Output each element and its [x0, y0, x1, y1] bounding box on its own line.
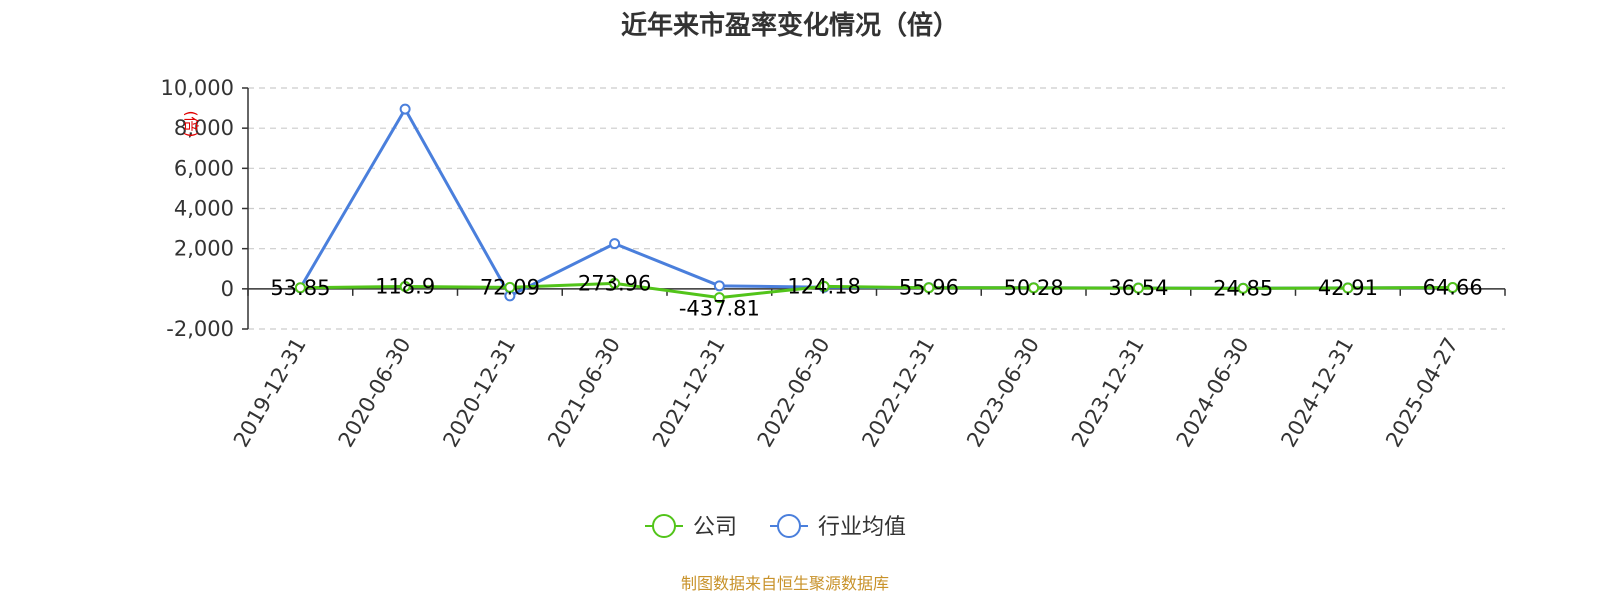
data-point[interactable]	[609, 277, 621, 289]
x-axis: 2019-12-31 2020-06-30 2020-12-31 2021-06-30…	[229, 288, 1506, 452]
legend-marker	[777, 514, 801, 538]
data-label: 24.85	[1213, 276, 1273, 300]
legend-item-0[interactable]: 公司	[645, 514, 737, 540]
x-tick-label: 2022-12-31	[857, 334, 939, 452]
data-labels: 53.85 118.9 72.09 273.96 -437.81 124.18 55.96 5…	[270, 271, 1482, 320]
data-point[interactable]	[1132, 282, 1144, 294]
data-label: 50.28	[1004, 276, 1064, 300]
y-tick-label: 6,000	[174, 156, 234, 180]
series-lines	[294, 103, 1459, 304]
data-label: 118.9	[375, 274, 435, 298]
x-tick-label: 2023-06-30	[962, 334, 1044, 452]
data-point[interactable]	[504, 281, 516, 293]
data-point[interactable]	[399, 280, 411, 292]
data-label: 42.91	[1318, 276, 1378, 300]
data-point[interactable]	[1028, 282, 1040, 294]
legend[interactable]: 公司 行业均值	[645, 514, 906, 540]
data-point[interactable]	[399, 103, 411, 115]
data-point[interactable]	[713, 280, 725, 292]
data-point[interactable]	[818, 280, 830, 292]
data-point[interactable]	[923, 282, 935, 294]
y-tick-label: 2,000	[174, 237, 234, 261]
x-tick-label: 2024-12-31	[1276, 334, 1358, 452]
x-tick-label: 2025-04-27	[1381, 334, 1463, 452]
legend-label: 公司	[693, 515, 737, 540]
data-label: 72.09	[480, 275, 540, 299]
data-source-note: 制图数据来自恒生聚源数据库	[681, 574, 889, 593]
x-tick-label: 2022-06-30	[753, 334, 835, 452]
data-label: 64.66	[1423, 276, 1483, 300]
data-point[interactable]	[294, 282, 306, 294]
data-point[interactable]	[1447, 282, 1459, 294]
data-label: -437.81	[679, 297, 760, 321]
x-tick-label: 2019-12-31	[229, 334, 311, 452]
y-tick-label: -2,000	[166, 317, 234, 341]
y-tick-label: 8,000	[174, 116, 234, 140]
y-tick-label: 10,000	[161, 76, 234, 100]
data-label: 36.54	[1108, 276, 1168, 300]
series-line-1	[299, 107, 1453, 298]
x-tick-label: 2021-12-31	[648, 334, 730, 452]
legend-marker	[652, 514, 676, 538]
data-label: 55.96	[899, 276, 959, 300]
y-tick-label: 0	[221, 277, 234, 301]
y-axis: -2,000 0 2,000 4,000 6,000 8,000 10,000	[161, 76, 249, 341]
data-label: 124.18	[787, 274, 860, 298]
y-unit-label: (倍)	[182, 111, 200, 138]
x-tick-label: 2020-06-30	[334, 334, 416, 452]
grid-lines	[248, 87, 1505, 330]
data-label: 273.96	[578, 271, 651, 295]
chart-title: 近年来市盈率变化情况（倍）	[621, 10, 959, 41]
y-tick-label: 4,000	[174, 197, 234, 221]
series-line-0	[300, 281, 1453, 300]
data-point[interactable]	[1237, 282, 1249, 294]
data-point[interactable]	[1342, 282, 1354, 294]
data-point[interactable]	[713, 292, 725, 304]
data-label: 53.85	[270, 276, 330, 300]
legend-item-1[interactable]: 行业均值	[770, 514, 906, 540]
x-tick-label: 2023-12-31	[1067, 334, 1149, 452]
x-tick-label: 2021-06-30	[543, 334, 625, 452]
x-tick-label: 2020-12-31	[438, 334, 520, 452]
data-point[interactable]	[609, 238, 621, 250]
x-tick-label: 2024-06-30	[1172, 334, 1254, 452]
legend-label: 行业均值	[818, 515, 906, 540]
